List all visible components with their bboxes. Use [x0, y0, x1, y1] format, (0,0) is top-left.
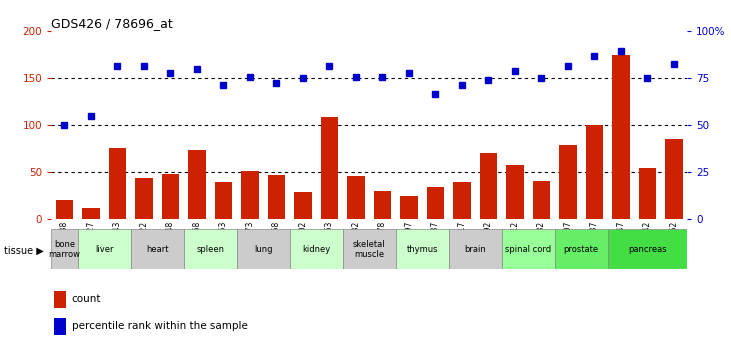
Bar [162, 174, 179, 219]
Bar [427, 187, 444, 219]
Bar [289, 229, 343, 269]
Bar [131, 229, 183, 269]
Bar [347, 176, 365, 219]
Text: pancreas: pancreas [628, 245, 667, 254]
Text: prostate: prostate [564, 245, 599, 254]
Bar [215, 183, 232, 219]
Bar [374, 191, 391, 219]
Bar [453, 183, 471, 219]
Bar [54, 318, 66, 335]
Text: heart: heart [146, 245, 168, 254]
Text: spleen: spleen [196, 245, 224, 254]
Text: lung: lung [254, 245, 273, 254]
Bar [54, 291, 66, 307]
Bar [607, 229, 687, 269]
Bar [395, 229, 449, 269]
Bar [343, 229, 395, 269]
Bar [237, 229, 289, 269]
Bar [639, 168, 656, 219]
Text: thymus: thymus [406, 245, 438, 254]
Bar [449, 229, 501, 269]
Bar [189, 150, 205, 219]
Bar [555, 229, 607, 269]
Bar [268, 175, 285, 219]
Bar [241, 171, 259, 219]
Bar [135, 178, 153, 219]
Bar [533, 181, 550, 219]
Bar [501, 229, 555, 269]
Bar [665, 139, 683, 219]
Bar [77, 229, 131, 269]
Text: liver: liver [95, 245, 113, 254]
Bar [51, 229, 77, 269]
Text: skeletal
muscle: skeletal muscle [353, 239, 385, 259]
Text: tissue ▶: tissue ▶ [4, 246, 43, 256]
Bar [559, 145, 577, 219]
Text: percentile rank within the sample: percentile rank within the sample [72, 321, 247, 331]
Text: GDS426 / 78696_at: GDS426 / 78696_at [51, 17, 173, 30]
Bar [613, 55, 629, 219]
Bar [56, 200, 73, 219]
Bar [480, 153, 497, 219]
Text: kidney: kidney [302, 245, 330, 254]
Text: spinal cord: spinal cord [505, 245, 551, 254]
Bar [109, 148, 126, 219]
Bar [401, 196, 417, 219]
Bar [321, 117, 338, 219]
Bar [83, 208, 99, 219]
Bar [507, 166, 523, 219]
Bar [295, 192, 311, 219]
Text: bone
marrow: bone marrow [48, 239, 80, 259]
Bar [586, 125, 603, 219]
Text: count: count [72, 294, 101, 304]
Bar [183, 229, 237, 269]
Text: brain: brain [464, 245, 486, 254]
